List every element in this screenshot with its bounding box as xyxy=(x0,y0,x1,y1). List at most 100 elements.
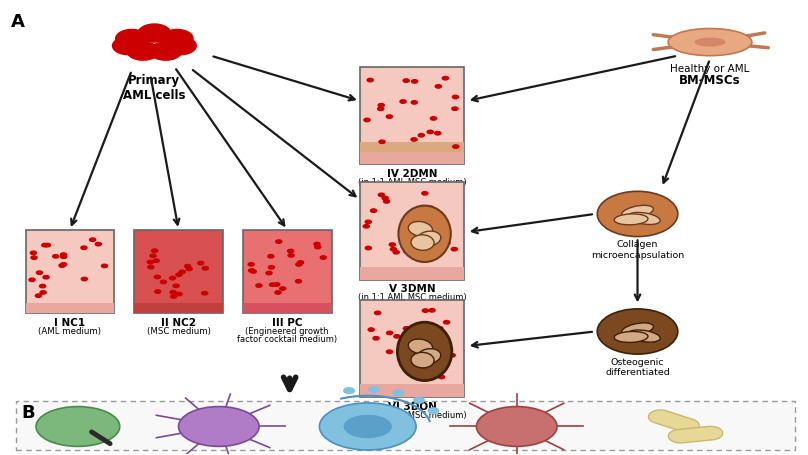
Text: Healthy or AML: Healthy or AML xyxy=(671,64,750,74)
Text: BM-MSCs: BM-MSCs xyxy=(680,74,741,87)
Circle shape xyxy=(386,350,393,354)
Circle shape xyxy=(428,340,435,344)
Circle shape xyxy=(152,249,158,253)
Circle shape xyxy=(148,265,154,269)
Circle shape xyxy=(320,256,326,259)
Circle shape xyxy=(256,284,262,287)
Circle shape xyxy=(176,273,182,277)
Text: I NC1: I NC1 xyxy=(54,318,86,328)
Circle shape xyxy=(421,220,427,223)
Circle shape xyxy=(53,255,59,258)
Bar xyxy=(360,152,465,164)
Circle shape xyxy=(384,200,389,203)
Ellipse shape xyxy=(695,38,726,46)
Ellipse shape xyxy=(497,416,537,436)
Circle shape xyxy=(452,95,458,99)
Circle shape xyxy=(364,224,369,228)
Circle shape xyxy=(364,118,370,121)
Circle shape xyxy=(422,192,428,195)
Circle shape xyxy=(149,42,182,60)
Circle shape xyxy=(154,275,161,278)
Circle shape xyxy=(451,248,457,251)
Circle shape xyxy=(61,263,66,266)
Circle shape xyxy=(274,283,280,286)
Circle shape xyxy=(378,103,385,107)
Text: factor cocktail medium): factor cocktail medium) xyxy=(238,335,337,344)
Text: Osteogenic
differentiated: Osteogenic differentiated xyxy=(605,358,670,377)
Circle shape xyxy=(400,363,406,366)
Ellipse shape xyxy=(179,407,259,446)
Bar xyxy=(134,230,223,313)
Ellipse shape xyxy=(477,407,557,446)
Ellipse shape xyxy=(196,415,242,437)
Text: Primary
AML cells: Primary AML cells xyxy=(123,74,186,102)
Circle shape xyxy=(275,291,281,294)
Circle shape xyxy=(419,134,424,137)
Text: Collagen
microencapsulation: Collagen microencapsulation xyxy=(591,240,684,259)
Circle shape xyxy=(161,30,193,47)
Circle shape xyxy=(267,254,274,258)
Circle shape xyxy=(176,293,182,296)
Text: (in 1:1 AML MSC medium): (in 1:1 AML MSC medium) xyxy=(358,178,466,187)
Circle shape xyxy=(40,284,46,288)
Circle shape xyxy=(42,243,48,247)
Ellipse shape xyxy=(668,29,752,56)
Circle shape xyxy=(445,355,451,359)
Circle shape xyxy=(386,115,393,118)
Text: (AML medium): (AML medium) xyxy=(38,327,101,336)
Circle shape xyxy=(29,278,35,282)
Circle shape xyxy=(401,240,407,243)
Circle shape xyxy=(44,243,51,247)
Bar xyxy=(360,384,465,397)
Circle shape xyxy=(410,338,417,341)
Circle shape xyxy=(296,279,301,283)
Text: (MSC medium): (MSC medium) xyxy=(146,327,210,336)
Circle shape xyxy=(411,80,418,83)
Circle shape xyxy=(449,354,455,357)
Circle shape xyxy=(186,267,192,271)
Circle shape xyxy=(444,242,450,245)
Circle shape xyxy=(170,290,176,294)
Ellipse shape xyxy=(343,415,392,438)
Circle shape xyxy=(288,253,294,257)
Circle shape xyxy=(138,24,170,42)
Text: (Engineered growth: (Engineered growth xyxy=(246,327,329,336)
Circle shape xyxy=(368,387,379,393)
Circle shape xyxy=(155,290,161,293)
Circle shape xyxy=(164,37,196,55)
Circle shape xyxy=(179,270,185,273)
Circle shape xyxy=(102,264,107,268)
Bar xyxy=(360,67,465,164)
Text: A: A xyxy=(11,13,25,30)
Circle shape xyxy=(375,311,381,314)
Circle shape xyxy=(403,327,410,330)
Circle shape xyxy=(40,291,46,294)
Circle shape xyxy=(276,240,282,243)
Circle shape xyxy=(154,259,159,263)
Bar xyxy=(134,303,223,313)
Ellipse shape xyxy=(411,352,434,368)
Circle shape xyxy=(390,248,397,251)
Circle shape xyxy=(61,253,66,256)
Circle shape xyxy=(116,30,148,47)
Circle shape xyxy=(202,292,208,295)
Bar xyxy=(26,230,114,313)
Ellipse shape xyxy=(597,191,678,237)
Bar xyxy=(360,142,465,152)
Ellipse shape xyxy=(621,205,654,218)
Circle shape xyxy=(170,276,175,280)
Circle shape xyxy=(43,275,49,279)
Circle shape xyxy=(393,334,400,338)
Circle shape xyxy=(423,309,428,312)
Circle shape xyxy=(404,249,410,253)
Circle shape xyxy=(296,263,302,266)
Ellipse shape xyxy=(628,212,660,224)
Circle shape xyxy=(268,266,275,269)
Bar xyxy=(360,300,465,397)
Circle shape xyxy=(393,390,404,396)
Circle shape xyxy=(436,85,441,88)
Text: VI 3DON: VI 3DON xyxy=(388,402,436,412)
Circle shape xyxy=(112,37,145,55)
Bar xyxy=(243,303,331,313)
Circle shape xyxy=(378,193,385,197)
